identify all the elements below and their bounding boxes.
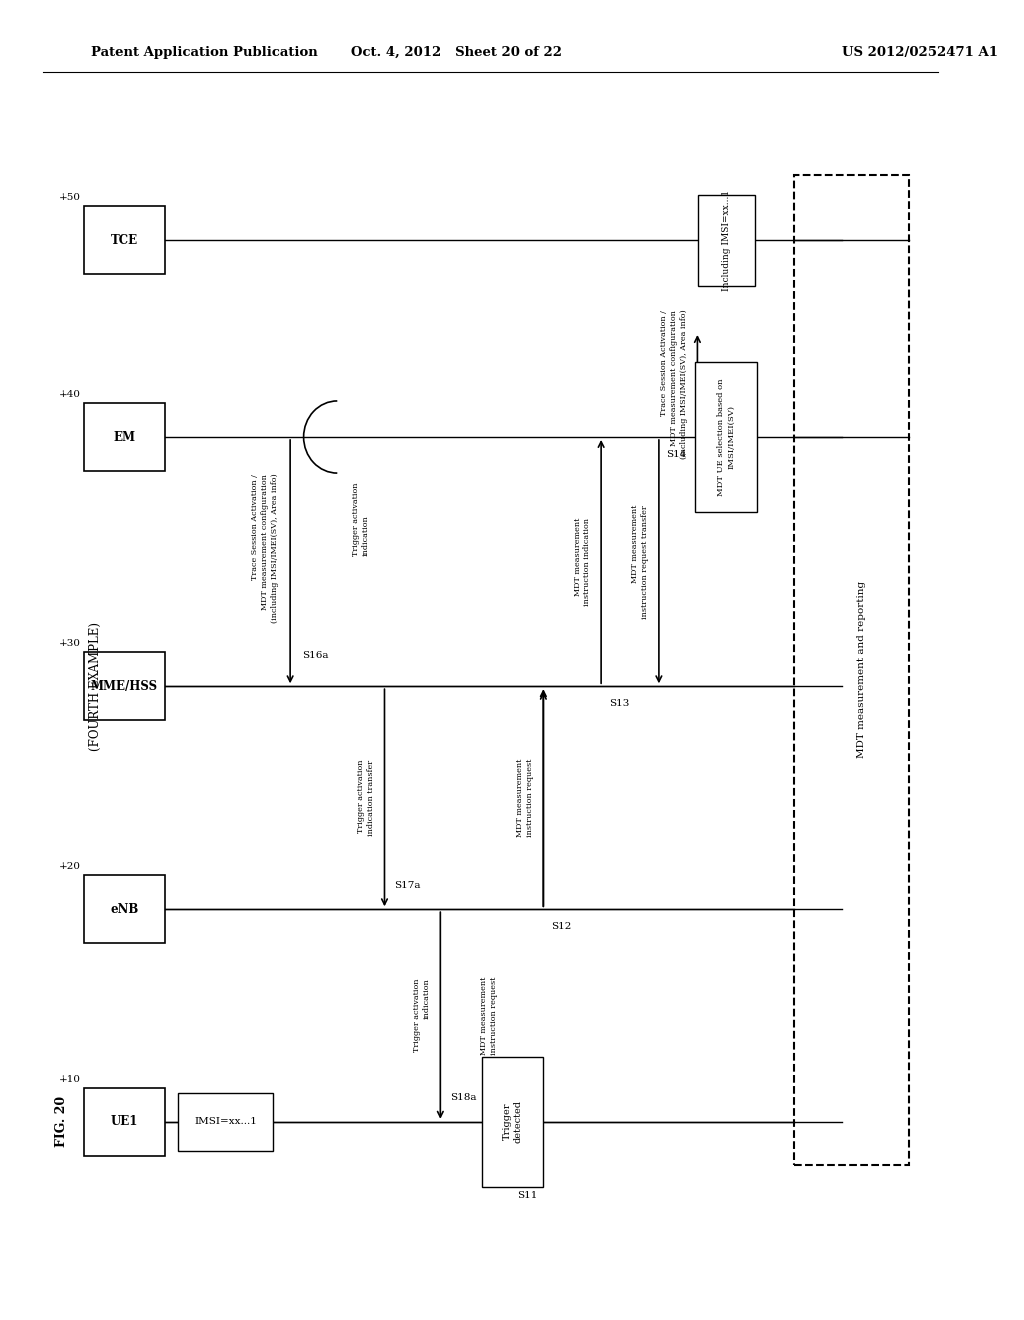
Text: Patent Application Publication: Patent Application Publication	[91, 46, 317, 59]
Text: ∔40: ∔40	[59, 389, 81, 399]
Text: MDT measurement and reporting: MDT measurement and reporting	[857, 581, 865, 759]
Text: S14: S14	[667, 450, 687, 459]
Text: TCE: TCE	[111, 234, 138, 247]
FancyBboxPatch shape	[178, 1093, 273, 1151]
Text: S17a: S17a	[394, 880, 421, 890]
FancyBboxPatch shape	[695, 362, 757, 512]
Text: Including IMSI=xx...1: Including IMSI=xx...1	[722, 190, 731, 290]
Text: ∔50: ∔50	[59, 193, 81, 202]
Text: US 2012/0252471 A1: US 2012/0252471 A1	[842, 46, 997, 59]
FancyBboxPatch shape	[84, 875, 165, 944]
Text: MDT measurement
instruction request: MDT measurement instruction request	[516, 759, 534, 837]
Text: MDT measurement
instruction indication: MDT measurement instruction indication	[573, 517, 592, 606]
Text: Trace Session Activation /
MDT measurement configuration
(including IMSI/IMEI(SV: Trace Session Activation / MDT measureme…	[660, 310, 688, 459]
Text: EM: EM	[114, 430, 135, 444]
Text: Trace Session Activation /
MDT measurement configuration
(including IMSI/IMEI(SV: Trace Session Activation / MDT measureme…	[251, 474, 279, 623]
Text: MDT measurement
instruction request: MDT measurement instruction request	[480, 977, 498, 1055]
Text: Trigger activation
indication transfer: Trigger activation indication transfer	[357, 760, 375, 836]
Text: S16a: S16a	[302, 651, 328, 660]
Text: S12: S12	[551, 923, 571, 932]
FancyBboxPatch shape	[84, 1088, 165, 1156]
Text: MDT measurement
instruction request transfer: MDT measurement instruction request tran…	[632, 504, 649, 619]
FancyBboxPatch shape	[84, 403, 165, 471]
Text: IMSI=xx...1: IMSI=xx...1	[195, 1117, 257, 1126]
Text: eNB: eNB	[111, 903, 138, 916]
Text: UE1: UE1	[111, 1115, 138, 1129]
FancyBboxPatch shape	[84, 652, 165, 721]
Text: MDT UE selection based on
IMSI/IMEI(SV): MDT UE selection based on IMSI/IMEI(SV)	[718, 379, 735, 496]
Text: (FOURTH EXAMPLE): (FOURTH EXAMPLE)	[89, 622, 102, 751]
Text: S11: S11	[517, 1191, 538, 1200]
FancyBboxPatch shape	[481, 1057, 544, 1187]
Text: Trigger
detected: Trigger detected	[503, 1100, 522, 1143]
Text: Oct. 4, 2012   Sheet 20 of 22: Oct. 4, 2012 Sheet 20 of 22	[351, 46, 562, 59]
Text: MME/HSS: MME/HSS	[91, 680, 158, 693]
Text: ∔20: ∔20	[59, 862, 81, 871]
Text: ∔30: ∔30	[59, 639, 81, 648]
Text: FIG. 20: FIG. 20	[55, 1096, 69, 1147]
FancyBboxPatch shape	[84, 206, 165, 275]
Text: Trigger activation
indication: Trigger activation indication	[413, 978, 431, 1052]
FancyBboxPatch shape	[698, 195, 755, 285]
Text: Trigger activation
indication: Trigger activation indication	[352, 483, 370, 557]
Text: S13: S13	[609, 700, 629, 709]
Text: S18a: S18a	[450, 1093, 476, 1102]
Text: ∔10: ∔10	[59, 1074, 81, 1084]
